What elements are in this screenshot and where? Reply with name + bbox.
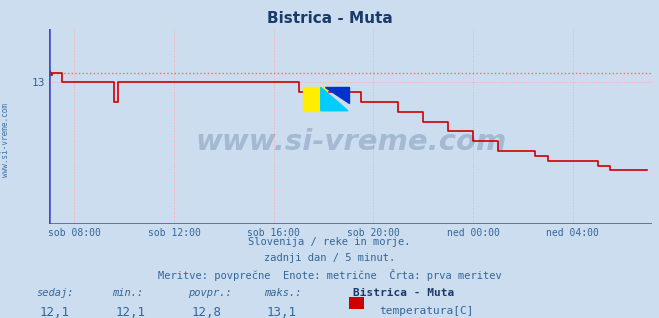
- Text: zadnji dan / 5 minut.: zadnji dan / 5 minut.: [264, 253, 395, 263]
- Text: min.:: min.:: [112, 288, 143, 298]
- Text: Meritve: povprečne  Enote: metrične  Črta: prva meritev: Meritve: povprečne Enote: metrične Črta:…: [158, 269, 501, 281]
- Text: 12,1: 12,1: [115, 306, 146, 318]
- Text: Bistrica - Muta: Bistrica - Muta: [353, 288, 454, 298]
- Text: Slovenija / reke in morje.: Slovenija / reke in morje.: [248, 237, 411, 247]
- Text: 12,8: 12,8: [191, 306, 221, 318]
- Text: 12,1: 12,1: [40, 306, 70, 318]
- Text: Bistrica - Muta: Bistrica - Muta: [267, 11, 392, 26]
- Polygon shape: [321, 87, 348, 111]
- Text: sedaj:: sedaj:: [36, 288, 74, 298]
- Text: 13,1: 13,1: [267, 306, 297, 318]
- Polygon shape: [325, 87, 349, 103]
- Text: maks.:: maks.:: [264, 288, 301, 298]
- Text: povpr.:: povpr.:: [188, 288, 231, 298]
- Text: temperatura[C]: temperatura[C]: [379, 306, 473, 316]
- Polygon shape: [302, 87, 327, 111]
- Text: www.si-vreme.com: www.si-vreme.com: [195, 128, 507, 156]
- Text: www.si-vreme.com: www.si-vreme.com: [1, 103, 10, 177]
